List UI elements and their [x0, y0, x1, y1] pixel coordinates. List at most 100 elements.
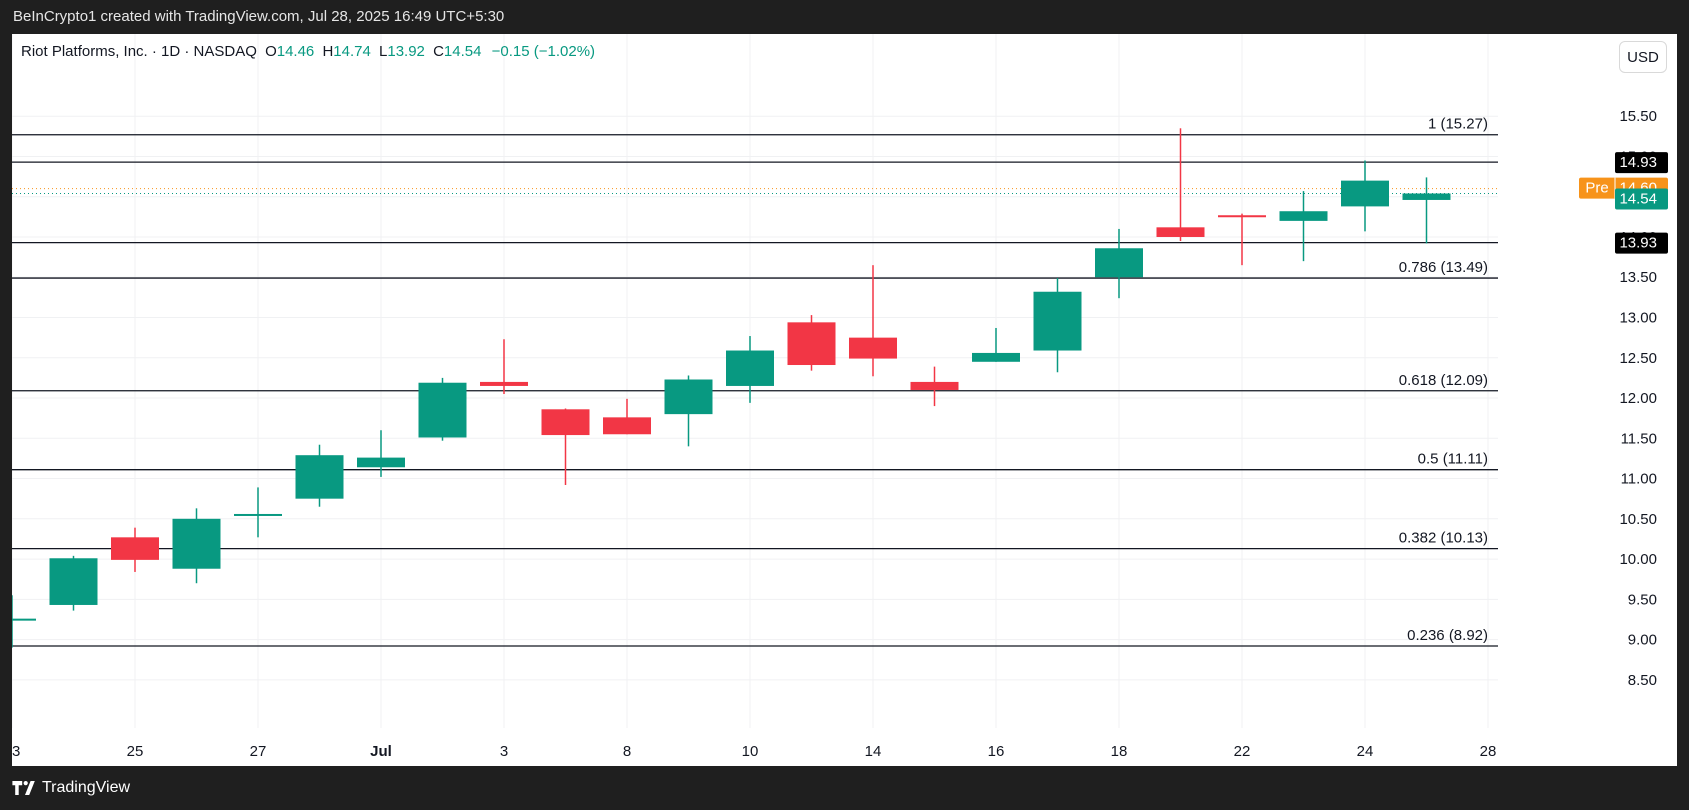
candle: [1402, 177, 1451, 244]
candle: [972, 327, 1020, 362]
candle-body: [1033, 291, 1082, 351]
candle: [357, 430, 405, 477]
price-axis-label: 11.50: [1621, 430, 1657, 447]
candle-body: [910, 381, 959, 390]
date-axis-label: 22: [1234, 743, 1251, 760]
date-axis-label: 23: [12, 743, 20, 760]
candle-body: [1341, 180, 1389, 207]
date-axis-label: 10: [742, 743, 759, 760]
candle-body: [12, 618, 36, 621]
last-price-badge-bg: [1615, 188, 1668, 210]
candle: [172, 508, 221, 584]
price-axis-label: 11.00: [1621, 471, 1657, 488]
price-chart[interactable]: 1 (15.27) 0.786 (13.49) 0.618 (12.09) 0.5 (…: [12, 34, 1677, 766]
low-label: L: [379, 43, 388, 60]
hline-price-badge-bg: [1615, 152, 1668, 174]
grid-lines: [12, 34, 1498, 728]
price-axis-label: 9.00: [1628, 632, 1657, 649]
candle: [49, 555, 98, 611]
candle: [111, 527, 159, 572]
hline-price-badge-text: 13.93: [1619, 235, 1657, 252]
candle: [1279, 191, 1328, 262]
date-axis-label: 16: [988, 743, 1005, 760]
candle-body: [418, 382, 467, 438]
candle-body: [541, 409, 590, 436]
candle-body: [849, 337, 897, 359]
high-value: 14.74: [333, 43, 371, 60]
candle: [910, 366, 959, 407]
price-axis-label: 10.50: [1619, 511, 1657, 528]
fib-level-label: 1 (15.27): [1428, 116, 1488, 133]
open-value: 14.46: [276, 43, 315, 60]
candle: [418, 377, 467, 441]
pre-market-label: Pre: [1585, 180, 1608, 197]
date-axis-label: 14: [865, 743, 882, 760]
tradingview-logo-text: TradingView: [42, 779, 131, 796]
hline-price-badge-text: 14.93: [1619, 154, 1657, 171]
candle-body: [1279, 211, 1328, 221]
candle-body: [664, 379, 713, 415]
fib-level-label: 0.382 (10.13): [1399, 530, 1488, 547]
candle: [12, 595, 36, 648]
symbol-title: Riot Platforms, Inc. · 1D · NASDAQ: [21, 43, 257, 60]
chart-panel[interactable]: 1 (15.27) 0.786 (13.49) 0.618 (12.09) 0.5 (…: [12, 34, 1677, 766]
candle: [787, 315, 836, 371]
candle-body: [234, 513, 282, 516]
candle: [1218, 213, 1266, 266]
close-value: 14.54: [443, 43, 482, 60]
date-axis-label: 8: [623, 743, 631, 760]
date-axis-label: 27: [250, 743, 267, 760]
candle: [541, 408, 590, 485]
candle-body: [480, 381, 528, 386]
candle: [1156, 128, 1205, 242]
last-price-badge-text: 14.54: [1619, 191, 1657, 208]
symbol-legend: Riot Platforms, Inc. · 1D · NASDAQ O14.4…: [21, 43, 595, 60]
fib-level-label: 0.786 (13.49): [1399, 259, 1488, 276]
candle: [1033, 278, 1082, 373]
candle-body: [1095, 248, 1143, 278]
last-price-badge: 14.54: [1615, 188, 1668, 210]
candle-body: [172, 518, 221, 569]
price-axis-label: 12.50: [1619, 350, 1657, 367]
close-label: C: [433, 43, 444, 60]
hline-price-badge: 14.93: [1615, 152, 1668, 174]
fib-level-label: 0.236 (8.92): [1407, 627, 1488, 644]
candle-body: [726, 350, 774, 386]
date-axis-label: 18: [1111, 743, 1128, 760]
low-value: 13.92: [387, 43, 425, 60]
open-label: O: [265, 43, 277, 60]
candle-body: [1156, 227, 1205, 237]
footer-bar: TradingView: [0, 766, 1689, 810]
price-axis-label: 10.00: [1619, 551, 1657, 568]
candle: [234, 487, 282, 538]
candle: [480, 339, 528, 394]
tradingview-logo[interactable]: TradingView: [12, 779, 130, 797]
candle-body: [49, 558, 98, 605]
date-axis-label: 3: [500, 743, 508, 760]
hline-price-badge: 13.93: [1615, 232, 1668, 254]
candle: [849, 265, 897, 377]
candle-body: [295, 455, 344, 499]
date-axis-label: 24: [1357, 743, 1374, 760]
candle-body: [111, 537, 159, 560]
candle: [726, 336, 774, 403]
price-axis-label: 9.50: [1628, 591, 1657, 608]
candle: [295, 444, 344, 507]
candle: [1341, 160, 1389, 232]
candle: [1095, 228, 1143, 299]
price-axis-label: 15.50: [1619, 108, 1657, 125]
price-axis-label: 13.50: [1619, 269, 1657, 286]
price-axis-label: 12.00: [1619, 390, 1657, 407]
fib-level-label: 0.5 (11.11): [1418, 451, 1488, 468]
candle-body: [972, 352, 1020, 362]
fib-level-label: 0.618 (12.09): [1399, 372, 1488, 389]
tradingview-logo-icon: [12, 781, 35, 795]
change-value: −0.15 (−1.02%): [491, 43, 596, 60]
date-axis-label: Jul: [370, 743, 392, 760]
attribution-text: BeInCrypto1 created with TradingView.com…: [13, 8, 505, 25]
candle: [603, 398, 651, 435]
high-label: H: [322, 43, 334, 60]
attribution-bar: BeInCrypto1 created with TradingView.com…: [0, 0, 1689, 34]
currency-button[interactable]: USD: [1619, 41, 1667, 73]
date-axis-label: 25: [127, 743, 144, 760]
